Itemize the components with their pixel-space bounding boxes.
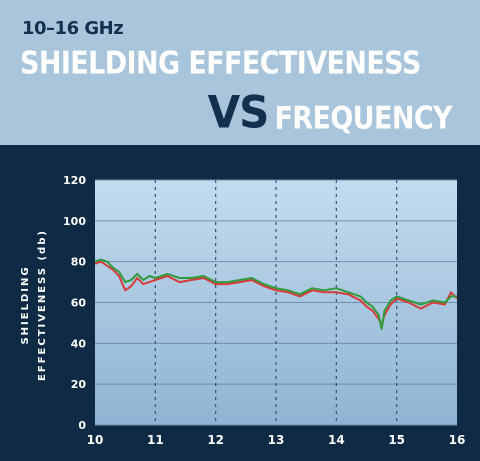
x-tick-label: 13 xyxy=(268,433,285,447)
x-tick-label: 15 xyxy=(388,433,405,447)
y-axis-label-line-1: SHIELDING xyxy=(20,265,31,344)
header-banner: 10–16 GHz SHIELDING EFFECTIVENESS VS FREQ… xyxy=(0,0,480,145)
x-tick-label: 10 xyxy=(87,433,104,447)
title-frequency: FREQUENCY xyxy=(274,100,452,137)
y-tick-label: 80 xyxy=(71,256,87,269)
chart-panel: 0 20 40 60 80 100 120 10 11 12 13 14 15 16 SHIELDING … xyxy=(0,145,480,461)
title-line-2: VS FREQUENCY xyxy=(207,86,453,139)
y-tick-label: 40 xyxy=(71,337,87,350)
x-tick-label: 12 xyxy=(207,433,224,447)
grid xyxy=(95,179,457,426)
y-tick-label: 0 xyxy=(78,419,86,432)
y-tick-label: 60 xyxy=(71,297,87,310)
series-group xyxy=(94,258,458,330)
x-tick-label: 14 xyxy=(328,433,345,447)
series-line-green xyxy=(94,258,457,330)
tick-labels: 0 20 40 60 80 100 120 10 11 12 13 14 15 16 xyxy=(63,174,465,447)
subtitle: 10–16 GHz xyxy=(22,18,124,39)
x-tick-label: 16 xyxy=(449,433,466,447)
y-tick-label: 100 xyxy=(63,215,86,228)
x-tick-label: 11 xyxy=(147,433,164,447)
series-line-red xyxy=(94,260,458,326)
y-axis-label-line-2: EFFECTIVENESS (db) xyxy=(37,229,48,381)
y-tick-label: 20 xyxy=(71,378,87,391)
y-tick-label: 120 xyxy=(63,174,86,187)
title-vs: VS xyxy=(207,86,270,139)
title-line-1: SHIELDING EFFECTIVENESS xyxy=(20,46,421,82)
